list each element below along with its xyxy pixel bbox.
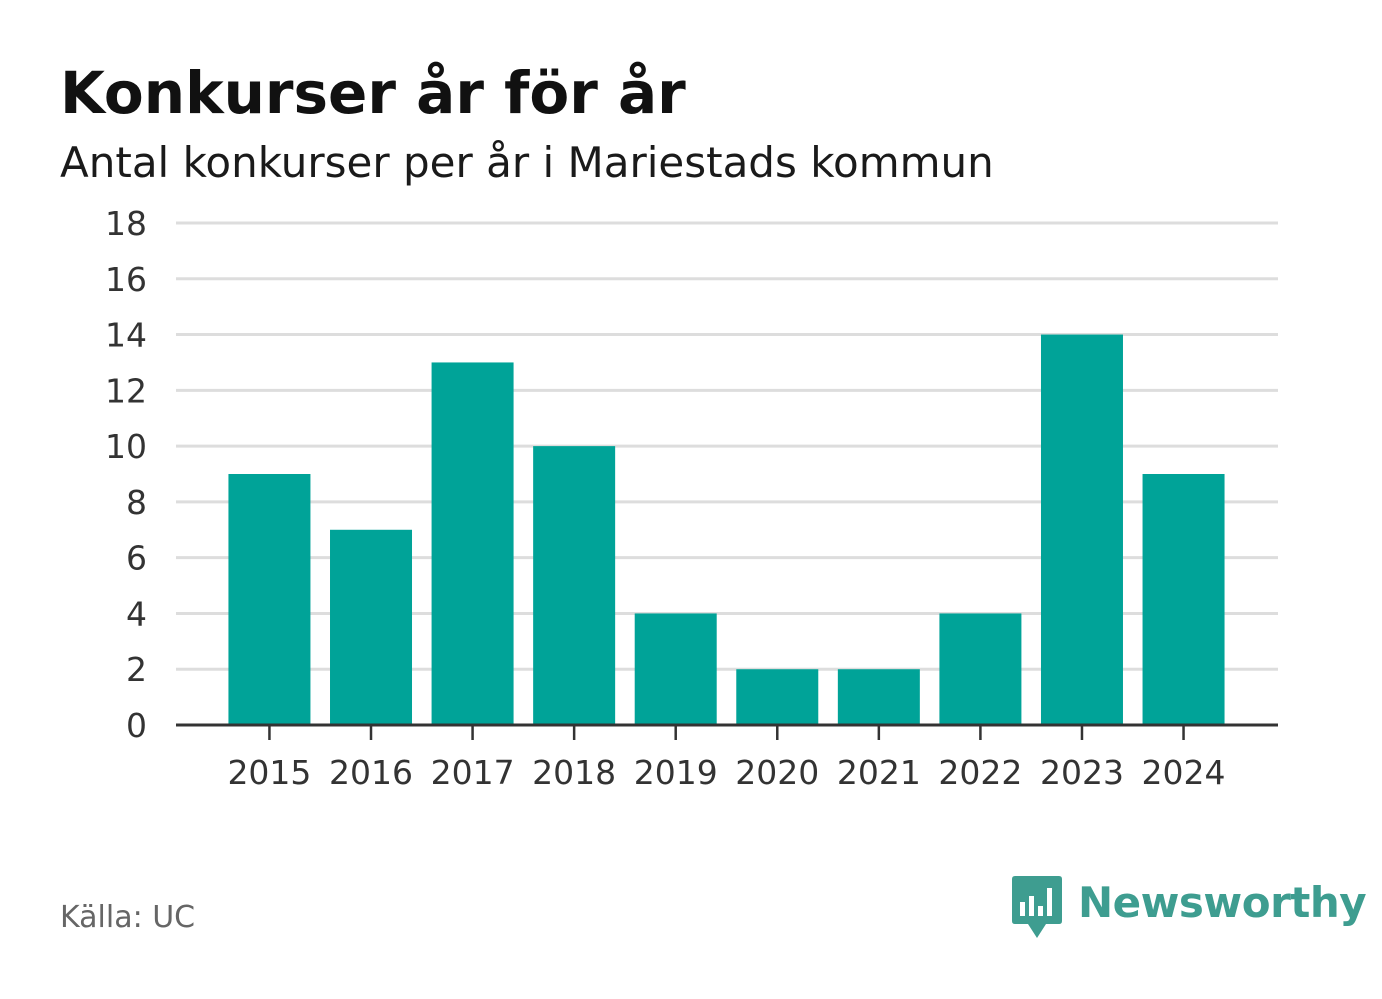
x-tick-label: 2015 [227,753,311,792]
x-tick-label: 2018 [532,753,616,792]
y-tick-label: 6 [126,539,147,578]
brand-name: Newsworthy [1078,878,1367,927]
x-tick-label: 2017 [431,753,515,792]
source-note: Källa: UC [60,900,196,935]
y-tick-label: 0 [126,706,147,745]
chart-title: Konkurser år för år [60,59,686,127]
bar-2022 [939,613,1022,725]
y-tick-label: 2 [126,650,147,689]
x-tick-label: 2020 [735,753,819,792]
y-tick-label: 12 [105,371,147,410]
x-tick-label: 2021 [837,753,921,792]
bar-2019 [634,613,717,725]
bars [228,334,1225,725]
bar-2017 [431,362,514,725]
chart-subtitle: Antal konkurser per år i Mariestads komm… [60,138,994,187]
y-tick-label: 18 [105,204,147,243]
y-tick-label: 4 [126,594,147,633]
y-tick-label: 10 [105,427,147,466]
x-tick-label: 2016 [329,753,413,792]
x-tick-label: 2023 [1040,753,1124,792]
y-axis-ticks: 0 2 4 6 8 10 12 14 16 18 [105,204,147,745]
bar-2015 [228,474,311,725]
x-axis-ticks: 2015 2016 2017 2018 2019 2020 2021 2022 2023 2024 [227,753,1225,792]
y-tick-label: 14 [105,316,147,355]
x-tick-label: 2024 [1142,753,1226,792]
y-tick-label: 16 [105,260,147,299]
bar-2021 [837,669,920,725]
bar-2023 [1040,334,1123,725]
y-tick-label: 8 [126,483,147,522]
bar-2020 [736,669,819,725]
x-axis [176,723,1278,740]
newsworthy-logo-icon [1012,876,1062,938]
brand-logo: Newsworthy [1012,876,1367,940]
x-tick-label: 2022 [938,753,1022,792]
x-tick-label: 2019 [634,753,718,792]
bar-2016 [330,529,413,725]
bar-2024 [1142,474,1225,725]
bar-2018 [533,446,616,725]
